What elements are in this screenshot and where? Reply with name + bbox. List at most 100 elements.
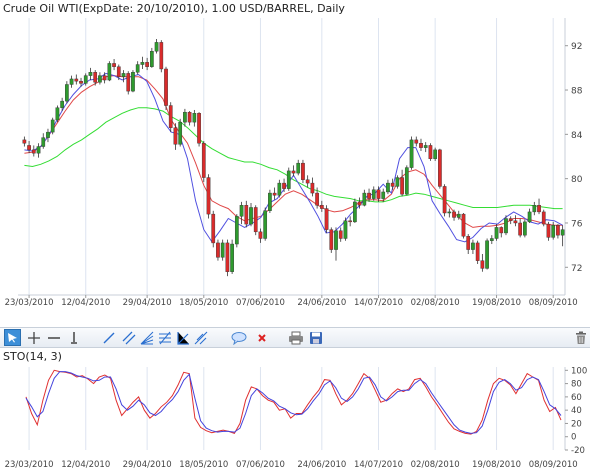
candle — [404, 165, 409, 196]
candle-body — [140, 62, 145, 65]
stochastic-x-tick-label: 14/07/2010 — [354, 460, 403, 470]
trend-line-icon — [103, 332, 114, 343]
clear-all-tool-button[interactable] — [572, 329, 589, 346]
print-tool-button[interactable] — [287, 329, 304, 346]
price-chart[interactable]: 72 76 80 84 88 92 23/03/2010 12/04/2010 29/04/2… — [0, 0, 590, 327]
candle-body — [381, 191, 386, 199]
pitchfork-tool-button[interactable] — [192, 329, 209, 346]
ma-medium-line — [24, 75, 563, 228]
candle-body — [135, 64, 140, 73]
candle — [282, 178, 286, 192]
candle — [541, 209, 546, 227]
candle-body — [272, 192, 277, 196]
candle-body — [131, 72, 135, 92]
candle-body — [471, 242, 475, 250]
candle — [93, 70, 98, 86]
candle-body — [513, 220, 518, 224]
price-x-tick-label: 08/09/2010 — [529, 298, 578, 308]
stochastic-x-tick-label: 19/08/2010 — [472, 460, 521, 470]
price-x-tick-label: 12/04/2010 — [61, 298, 110, 308]
candle — [102, 72, 107, 84]
stochastic-y-tick-label: 0 — [571, 433, 576, 443]
parallel-channel-tool-button[interactable] — [120, 329, 137, 346]
fibonacci-retracement-tool-button[interactable] — [156, 329, 173, 346]
candle — [220, 239, 225, 261]
save-tool-button[interactable] — [307, 329, 324, 346]
candle — [371, 186, 376, 201]
stochastic-y-tick-label: 20 — [571, 419, 582, 429]
crosshair-tool-button[interactable] — [25, 329, 42, 346]
candle-body — [83, 75, 88, 84]
candle — [419, 138, 423, 151]
candle — [192, 109, 197, 127]
trend-line-tool-button[interactable] — [100, 329, 117, 346]
gann-fan-tool-button[interactable] — [174, 329, 191, 346]
candle-body — [367, 192, 371, 199]
candle — [211, 210, 216, 248]
candle-body — [438, 149, 442, 187]
stochastic-x-tick-label: 24/06/2010 — [297, 460, 346, 470]
candle — [518, 218, 522, 238]
candle-body — [485, 240, 489, 269]
candle-body — [324, 208, 329, 230]
candle — [187, 111, 192, 126]
candle — [319, 200, 324, 212]
candle-body — [400, 177, 404, 195]
candle-body — [504, 218, 508, 234]
stochastic-d-line — [25, 371, 562, 434]
comment-tool-button[interactable] — [230, 329, 247, 346]
candle — [395, 175, 400, 189]
candle — [164, 66, 168, 110]
candle-body — [334, 230, 338, 250]
parallel-channel-icon — [122, 331, 135, 344]
fibonacci-fan-tool-button[interactable] — [138, 329, 155, 346]
ma-fast-line — [24, 72, 563, 243]
candle — [532, 201, 537, 216]
candle-body — [353, 201, 357, 223]
candle-body — [556, 224, 560, 236]
candle-body — [220, 242, 225, 258]
candle — [41, 133, 46, 149]
horizontal-line-tool-button[interactable] — [45, 329, 62, 346]
candle-body — [362, 192, 367, 206]
candle-body — [404, 167, 409, 195]
candle — [168, 102, 173, 133]
candle-body — [154, 42, 159, 52]
delete-tool-button[interactable] — [253, 329, 270, 346]
candle — [305, 175, 310, 188]
candle-body — [518, 222, 522, 236]
candle-body — [291, 170, 296, 174]
candle — [244, 200, 249, 228]
candle-body — [116, 66, 121, 77]
candle-body — [159, 42, 164, 70]
gann-fan-icon — [176, 331, 189, 345]
stochastic-grid — [28, 367, 554, 450]
candle-body — [192, 113, 197, 123]
candle — [263, 207, 268, 241]
candle — [537, 198, 541, 215]
candle-body — [187, 111, 192, 123]
candle — [98, 72, 102, 85]
candle — [230, 239, 234, 274]
stochastic-x-tick-label: 18/05/2010 — [179, 460, 228, 470]
moving-averages — [24, 72, 563, 243]
candle-body — [282, 182, 286, 189]
price-x-tick-label: 14/07/2010 — [354, 298, 403, 308]
stochastic-title: STO(14, 3) — [3, 350, 62, 363]
candle-body — [112, 63, 116, 67]
candle — [376, 186, 381, 202]
candle — [183, 108, 187, 127]
candle-body — [41, 137, 46, 147]
horizontal-line-icon — [47, 336, 60, 339]
candle — [60, 97, 64, 112]
candle-body — [409, 139, 414, 168]
candle-body — [428, 145, 433, 159]
candle-body — [508, 218, 513, 221]
candle-body — [36, 146, 41, 154]
vertical-line-tool-button[interactable] — [65, 329, 82, 346]
candle-body — [376, 189, 381, 199]
stochastic-k-line — [25, 369, 562, 435]
candle-body — [310, 182, 315, 194]
pointer-tool-button[interactable] — [4, 329, 21, 346]
candle-body — [315, 192, 319, 206]
